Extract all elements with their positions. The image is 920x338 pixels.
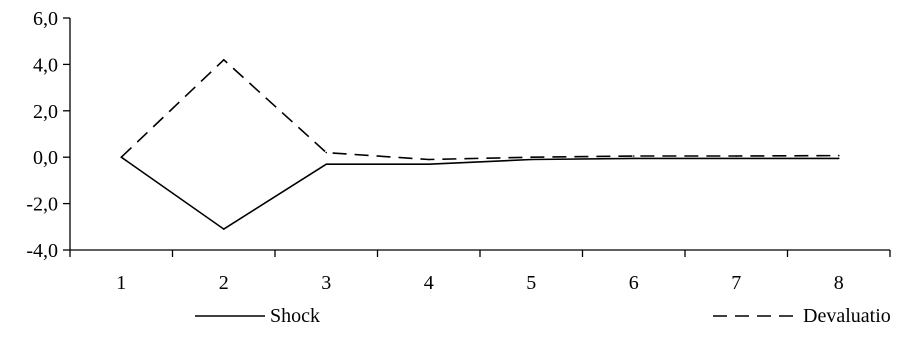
x-tick-label: 8 <box>834 272 844 294</box>
legend-label-devaluatio: Devaluatio <box>803 305 891 327</box>
data-point-devaluatio <box>530 156 533 158</box>
x-tick-label: 1 <box>116 272 126 294</box>
data-point-devaluatio <box>222 58 225 61</box>
y-tick-label: -4,0 <box>26 240 58 262</box>
data-point-devaluatio <box>632 155 635 157</box>
y-tick-label: 4,0 <box>33 54 58 76</box>
legend-label-shock: Shock <box>270 305 320 327</box>
x-tick-label: 2 <box>219 272 229 294</box>
data-point-shock <box>735 157 738 160</box>
y-tick-label: 0,0 <box>33 147 58 169</box>
y-tick-label: 2,0 <box>33 101 58 123</box>
data-point-shock <box>325 163 328 165</box>
x-tick-label: 5 <box>526 272 536 294</box>
data-point-devaluatio <box>325 151 328 154</box>
x-tick-label: 4 <box>424 272 434 294</box>
data-point-devaluatio <box>837 154 840 157</box>
data-point-shock <box>632 157 635 160</box>
x-tick-label: 7 <box>731 272 741 294</box>
data-point-shock <box>530 158 533 161</box>
data-point-devaluatio <box>120 156 123 158</box>
series-line-devaluatio <box>120 58 839 161</box>
data-point-shock <box>837 157 840 160</box>
data-point-shock <box>222 228 225 230</box>
data-point-devaluatio <box>427 158 430 161</box>
series-line-shock <box>120 156 839 231</box>
data-point-devaluatio <box>735 155 738 157</box>
data-point-shock <box>427 163 430 165</box>
y-tick-label: 6,0 <box>33 8 58 30</box>
y-tick-label: -2,0 <box>26 194 58 216</box>
x-tick-label: 3 <box>321 272 331 294</box>
x-tick-label: 6 <box>629 272 639 294</box>
